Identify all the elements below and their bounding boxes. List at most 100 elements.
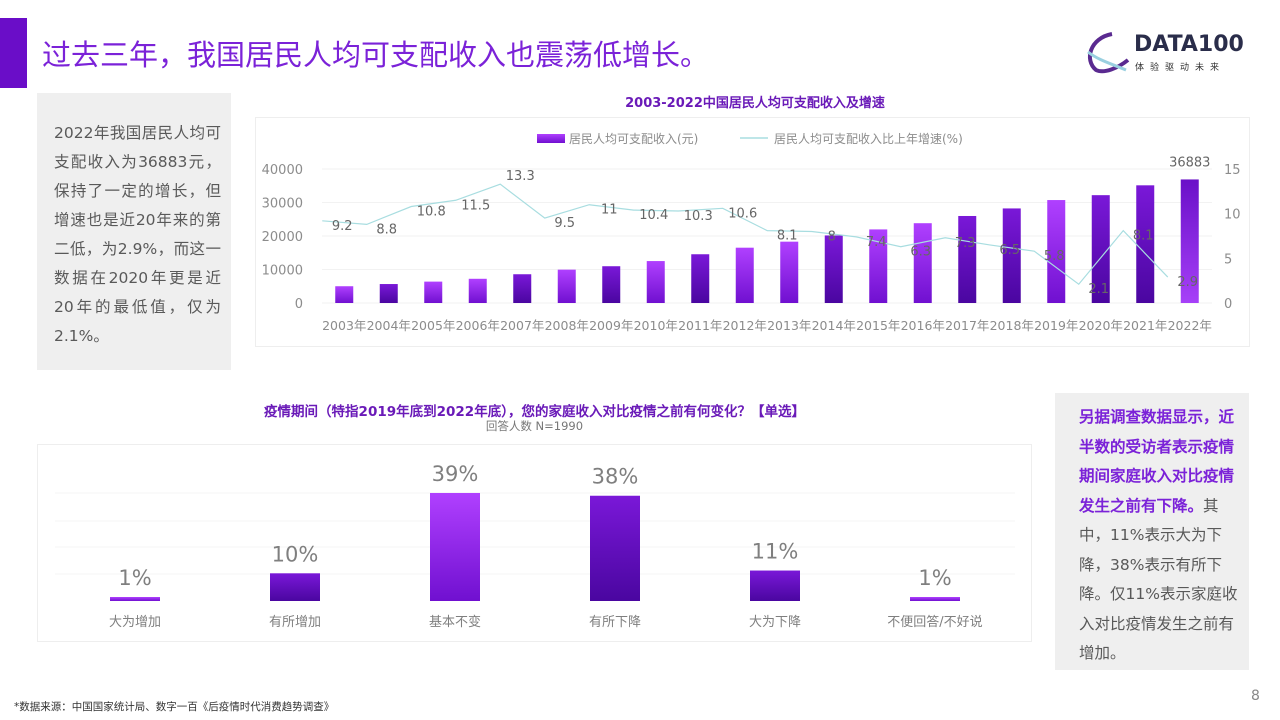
income-bar	[824, 235, 843, 303]
x-axis-label: 2004年	[367, 318, 411, 333]
growth-line	[322, 183, 1169, 286]
left-axis-tick: 30000	[262, 197, 303, 212]
right-axis-tick: 0	[1224, 297, 1232, 312]
survey-chart-title: 疫情期间（特指2019年底到2022年底），您的家庭收入对比疫情之前有何变化？【…	[264, 404, 805, 420]
income-bar	[1180, 179, 1199, 303]
survey-category-label: 大为下降	[749, 615, 801, 630]
income-chart-frame	[255, 117, 1250, 347]
survey-note-detail: 其中，11%表示大为下降，38%表示有所下降。仅11%表示家庭收入对比疫情发生之…	[1079, 496, 1238, 663]
growth-data-label: 2.1	[1088, 282, 1109, 297]
growth-data-label: 5.8	[1044, 249, 1065, 264]
x-axis-label: 2020年	[1079, 318, 1123, 333]
x-axis-label: 2022年	[1168, 318, 1212, 333]
growth-data-label: 10.6	[728, 206, 757, 221]
x-axis-label: 2018年	[990, 318, 1034, 333]
x-axis-label: 2009年	[589, 318, 633, 333]
left-axis-tick: 10000	[262, 264, 303, 279]
x-axis-label: 2008年	[545, 318, 589, 333]
survey-category-label: 不便回答/不好说	[887, 614, 982, 630]
survey-value-label: 1%	[918, 566, 951, 590]
survey-value-label: 39%	[432, 462, 479, 486]
survey-value-label: 1%	[118, 566, 151, 590]
survey-bar	[430, 492, 480, 601]
income-chart: 0 10000 20000 30000 40000 0 5 10 15 居民人均可支配收入(元) 居…	[262, 132, 1241, 333]
logo: DATA100 体验驱动未来	[1082, 30, 1244, 75]
growth-data-label: 10.3	[684, 209, 713, 224]
growth-data-label: 6.3	[910, 245, 931, 260]
x-axis-label: 2006年	[456, 318, 500, 333]
income-bar	[513, 274, 532, 303]
page-title: 过去三年，我国居民人均可支配收入也震荡低增长。	[42, 38, 710, 72]
growth-data-label: 9.2	[332, 219, 353, 234]
x-axis-label: 2017年	[945, 318, 989, 333]
x-axis-label: 2014年	[812, 318, 856, 333]
growth-data-label: 8	[828, 230, 836, 245]
logo-swoosh-icon	[1087, 32, 1130, 74]
income-bar	[735, 247, 754, 303]
data-source: *数据来源：中国国家统计局、数字一百《后疫情时代消费趋势调查》	[14, 701, 335, 713]
x-axis-label: 2005年	[411, 318, 455, 333]
survey-bar	[750, 570, 800, 601]
x-axis-label: 2007年	[500, 318, 544, 333]
x-axis-label: 2010年	[634, 318, 678, 333]
survey-category-label: 基本不变	[429, 614, 481, 630]
survey-bar	[270, 573, 320, 601]
growth-data-label: 8.1	[777, 229, 798, 244]
left-axis-tick: 0	[295, 297, 303, 312]
logo-text: DATA100	[1134, 32, 1244, 57]
growth-data-label: 11.5	[461, 198, 490, 213]
legend-label: 居民人均可支配收入比上年增速(%)	[774, 132, 963, 146]
x-axis-label: 2012年	[723, 318, 767, 333]
x-axis-label: 2019年	[1034, 318, 1078, 333]
right-axis-tick: 10	[1224, 208, 1241, 223]
income-bar	[1002, 208, 1021, 303]
income-bar	[557, 269, 576, 303]
income-bar	[1091, 195, 1110, 303]
growth-data-label: 11	[601, 203, 618, 218]
legend-bar-swatch	[537, 134, 565, 143]
right-axis-tick: 15	[1224, 163, 1241, 178]
income-chart-title: 2003-2022中国居民人均可支配收入及增速	[625, 96, 885, 111]
growth-data-label: 10.8	[417, 205, 446, 220]
survey-category-label: 大为增加	[109, 615, 161, 630]
survey-chart-subtitle: 回答人数 N=1990	[485, 419, 584, 433]
survey-category-label: 有所下降	[589, 615, 641, 630]
growth-data-label: 8.8	[376, 222, 397, 237]
growth-data-label: 6.5	[999, 243, 1020, 258]
growth-data-label: 10.4	[639, 208, 668, 223]
income-bar	[602, 266, 621, 303]
survey-bar	[910, 597, 960, 601]
growth-data-label: 13.3	[506, 169, 535, 184]
survey-note-highlight: 另据调查数据显示，近半数的受访者表示疫情期间家庭收入对比疫情发生之前有下降。	[1079, 408, 1235, 515]
page-number: 8	[1251, 688, 1260, 704]
survey-value-label: 10%	[272, 542, 319, 566]
growth-data-label: 2.9	[1177, 275, 1198, 290]
survey-category-label: 有所增加	[269, 615, 321, 630]
logo-tagline: 体验驱动未来	[1135, 63, 1226, 73]
survey-bar	[110, 597, 160, 601]
x-axis-label: 2015年	[856, 318, 900, 333]
x-axis-label: 2013年	[767, 318, 811, 333]
accent-bar	[0, 18, 27, 88]
left-axis-tick: 40000	[262, 163, 303, 178]
growth-data-label: 7.4	[866, 235, 887, 250]
x-axis-label: 2003年	[322, 318, 366, 333]
income-bar	[1047, 200, 1066, 303]
income-bar	[780, 241, 799, 303]
income-bar	[646, 261, 665, 303]
growth-data-label: 8.1	[1133, 229, 1154, 244]
survey-value-label: 11%	[752, 540, 799, 564]
growth-data-label: 9.5	[554, 216, 575, 231]
income-bar	[379, 284, 398, 303]
right-axis-tick: 5	[1224, 252, 1232, 267]
income-bar	[424, 281, 443, 303]
survey-chart-frame	[37, 444, 1032, 642]
growth-data-label: 7.3	[955, 236, 976, 251]
x-axis-label: 2021年	[1123, 318, 1167, 333]
income-bar	[468, 278, 487, 303]
income-summary-note: 2022年我国居民人均可支配收入为36883元，保持了一定的增长，但增速也是近2…	[37, 93, 231, 370]
survey-value-label: 38%	[592, 465, 639, 489]
income-bar	[1136, 185, 1155, 303]
income-data-label: 36883	[1169, 155, 1210, 170]
